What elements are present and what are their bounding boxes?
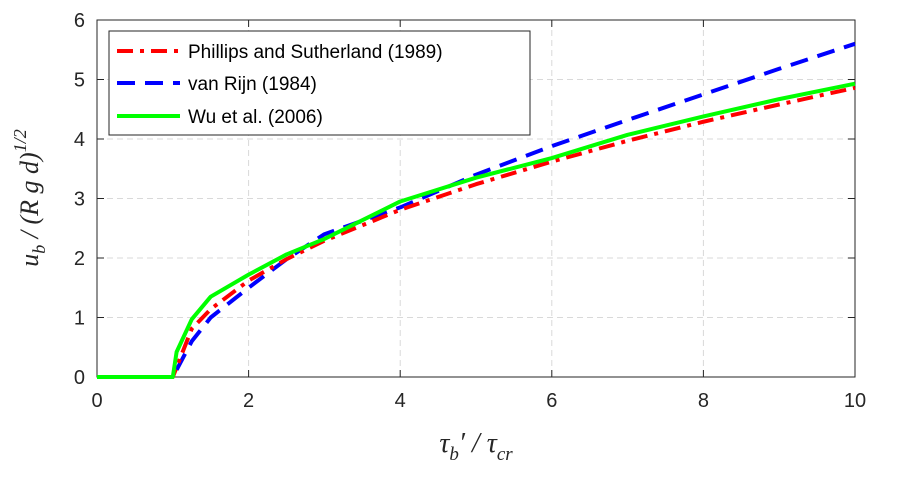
x-tick-label: 6: [546, 390, 557, 412]
y-tick-label: 5: [74, 70, 85, 92]
x-axis-label: τb′ / τcr: [439, 428, 513, 465]
y-tick-label: 0: [74, 367, 85, 389]
y-tick-label: 2: [74, 248, 85, 270]
x-tick-label: 4: [395, 390, 406, 412]
y-tick-label: 4: [74, 129, 85, 151]
y-tick-label: 3: [74, 189, 85, 211]
x-tick-label: 8: [698, 390, 709, 412]
svg-text:ub / (R g d)1/2: ub / (R g d)1/2: [10, 129, 49, 266]
x-tick-label: 10: [844, 390, 866, 412]
svg-text:τb′ / τcr: τb′ / τcr: [439, 428, 513, 465]
series-line-1: [97, 41, 856, 379]
legend: Phillips and Sutherland (1989) van Rijn …: [108, 30, 531, 136]
legend-label-van-rijn: van Rijn (1984): [188, 74, 317, 95]
x-tick-label: 0: [91, 390, 102, 412]
y-tick-label: 6: [74, 10, 85, 32]
legend-label-wu: Wu et al. (2006): [188, 107, 323, 128]
series-line-0: [97, 85, 856, 379]
y-tick-label: 1: [74, 308, 85, 330]
y-axis-label: ub / (R g d)1/2: [10, 129, 49, 266]
legend-label-phillips: Phillips and Sutherland (1989): [188, 42, 443, 63]
grid: [97, 20, 855, 377]
series-line-2: [97, 81, 856, 379]
axis-ticks: 0 2 4 6 8 10 0 1 2 3 4 5 6: [74, 10, 866, 412]
series-layer: [97, 41, 856, 379]
x-tick-label: 2: [243, 390, 254, 412]
